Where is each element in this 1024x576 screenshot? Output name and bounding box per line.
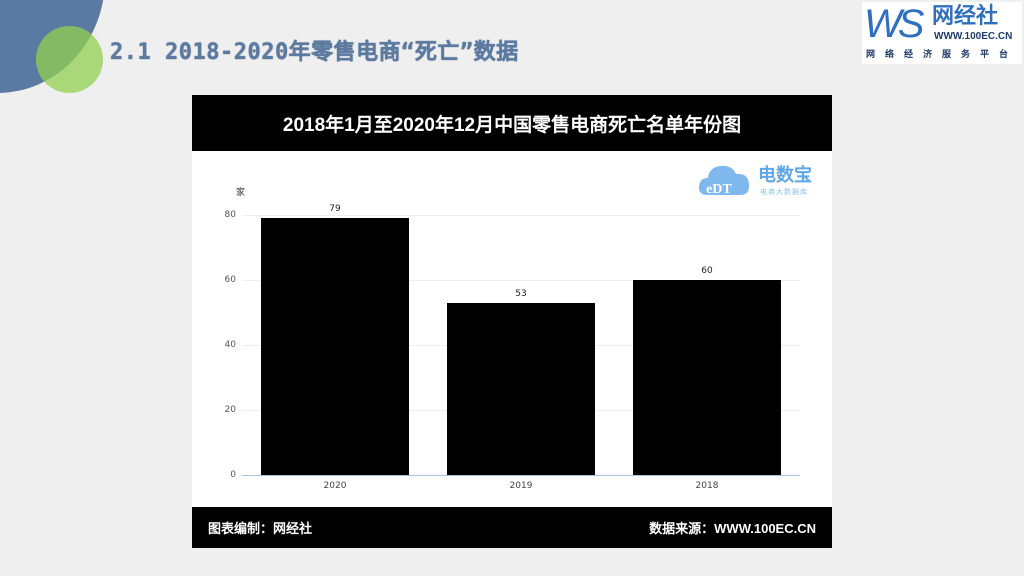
chart-card: 2018年1月至2020年12月中国零售电商死亡名单年份图 eDT 电数宝 电商… <box>192 95 832 548</box>
y-tick-label: 20 <box>224 405 236 415</box>
data-source: 数据来源：WWW.100EC.CN <box>649 521 816 536</box>
logo-name: 网经社 <box>932 4 999 29</box>
bar-value-label: 79 <box>329 204 341 215</box>
y-tick-label: 80 <box>224 210 236 220</box>
gridline <box>242 280 800 281</box>
y-tick-label: 60 <box>224 275 236 285</box>
x-tick-label: 2018 <box>695 481 719 491</box>
logo-url: WWW.100EC.CN <box>934 31 1013 42</box>
x-axis-line <box>242 475 800 476</box>
decorative-green-circle <box>36 26 103 93</box>
chart-compiler: 图表编制：网经社 <box>208 521 313 536</box>
y-tick-label: 0 <box>230 470 236 480</box>
bar-value-label: 60 <box>701 266 713 276</box>
bar-value-label: 53 <box>515 288 527 299</box>
bar-2018 <box>633 280 781 475</box>
bar-2020 <box>261 218 409 475</box>
cloud-icon: eDT <box>698 165 750 197</box>
y-tick-label: 40 <box>224 340 236 350</box>
x-tick-label: 2019 <box>509 481 533 491</box>
chart-title: 2018年1月至2020年12月中国零售电商死亡名单年份图 <box>192 95 832 151</box>
svg-text:eDT: eDT <box>706 182 732 197</box>
plot-area: 0 20 40 60 80 79 2020 53 2019 60 2018 <box>225 204 800 491</box>
logo-tagline: 网络经济服务平台 <box>866 50 1019 60</box>
gridline <box>242 215 800 216</box>
watermark-subtitle: 电商大数据库 <box>760 188 808 196</box>
logo-ws-mark: WS <box>864 2 924 46</box>
watermark-title: 电数宝 <box>758 165 812 186</box>
x-tick-label: 2020 <box>323 481 347 491</box>
dianshubao-watermark: eDT 电数宝 电商大数据库 <box>696 155 831 203</box>
y-axis-unit: 家 <box>236 188 246 198</box>
bar-2019 <box>447 302 595 475</box>
wangjingshe-logo: WS 网经社 WWW.100EC.CN 网络经济服务平台 <box>862 2 1022 64</box>
slide-title: 2.1 2018-2020年零售电商“死亡”数据 <box>110 40 519 65</box>
chart-footer: 图表编制：网经社 数据来源：WWW.100EC.CN <box>192 507 832 548</box>
